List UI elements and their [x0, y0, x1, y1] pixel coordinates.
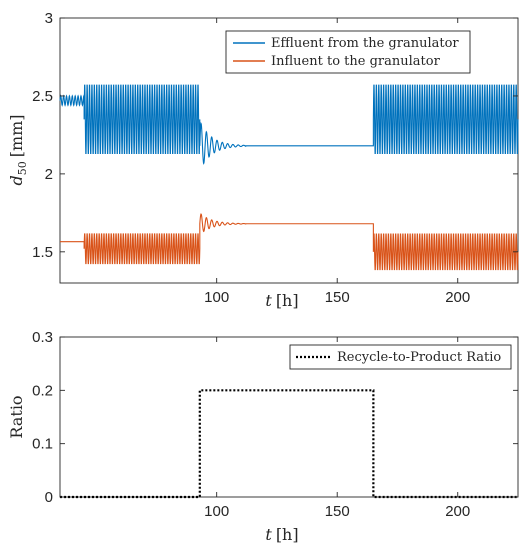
legend-label-effluent: Effluent from the granulator	[271, 36, 459, 51]
bottom-y-axis-label: Ratio	[7, 395, 26, 438]
top-y-axis-unit: [mm]	[7, 114, 26, 157]
top-ticks-group: 100 150 200 1.5 2 2.5 3	[32, 10, 518, 306]
recycle-ratio-plot: 100 150 200 0 0.1 0.2 0.3 Recycle-to-Product R…	[7, 329, 519, 544]
legend-label-recycle-ratio: Recycle-to-Product Ratio	[337, 350, 501, 365]
top-series-group	[59, 84, 519, 271]
top-y-axis-label: d50 [mm]	[7, 114, 29, 185]
top-y-tick-label: 2	[45, 166, 53, 183]
bottom-y-tick-label: 0	[45, 489, 53, 506]
top-y-tick-label: 1.5	[32, 244, 53, 261]
top-legend: Effluent from the granulator Influent to…	[225, 30, 471, 74]
bottom-x-axis-label: t [h]	[265, 525, 298, 544]
effluent-influent-d50-plot: 100 150 200 1.5 2 2.5 3 Effluent from the gran…	[7, 10, 519, 310]
top-x-tick-label: 200	[445, 289, 470, 306]
bottom-legend: Recycle-to-Product Ratio	[289, 344, 512, 370]
top-x-axis-symbol: t	[265, 291, 272, 310]
series-line-influent-to-the-granulator	[60, 213, 519, 271]
bottom-axes-frame	[59, 336, 519, 498]
top-x-tick-label: 150	[325, 289, 350, 306]
top-legend-box	[225, 30, 471, 74]
top-y-axis-symbol: d	[7, 175, 26, 185]
bottom-x-tick-label: 150	[325, 503, 350, 520]
bottom-legend-box	[289, 344, 512, 370]
bottom-ticks-group: 100 150 200 0 0.1 0.2 0.3	[32, 329, 518, 520]
top-y-tick-label: 3	[45, 10, 53, 27]
bottom-x-axis-symbol: t	[265, 525, 272, 544]
series-line-recycle-to-product-ratio	[60, 389, 518, 499]
top-x-axis-label: t [h]	[265, 291, 298, 310]
top-x-tick-label: 100	[204, 289, 229, 306]
bottom-y-tick-label: 0.2	[32, 382, 53, 399]
top-y-tick-label: 2.5	[32, 88, 53, 105]
bottom-y-tick-label: 0.1	[32, 436, 53, 453]
bottom-x-axis-unit: [h]	[276, 525, 299, 544]
bottom-x-tick-label: 100	[204, 503, 229, 520]
top-y-axis-subscript: 50	[16, 161, 29, 175]
series-line-effluent-from-the-granulator	[59, 84, 519, 165]
bottom-x-tick-label: 200	[445, 503, 470, 520]
top-x-axis-unit: [h]	[276, 291, 299, 310]
bottom-series-group	[60, 389, 518, 499]
bottom-y-tick-label: 0.3	[32, 329, 53, 346]
legend-label-influent: Influent to the granulator	[271, 54, 441, 69]
